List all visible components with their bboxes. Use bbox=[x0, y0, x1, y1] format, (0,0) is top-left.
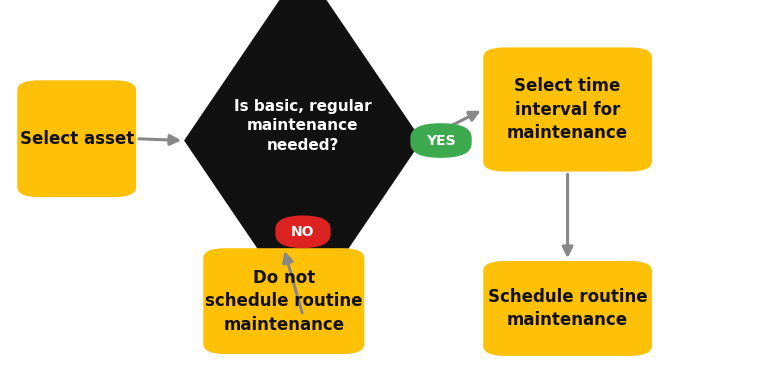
Text: YES: YES bbox=[426, 134, 456, 147]
Text: Do not
schedule routine
maintenance: Do not schedule routine maintenance bbox=[205, 269, 363, 334]
FancyBboxPatch shape bbox=[18, 80, 136, 197]
Text: Is basic, regular
maintenance
needed?: Is basic, regular maintenance needed? bbox=[234, 99, 372, 153]
FancyBboxPatch shape bbox=[483, 47, 652, 172]
Text: Select asset: Select asset bbox=[20, 130, 133, 148]
FancyBboxPatch shape bbox=[203, 248, 364, 354]
FancyBboxPatch shape bbox=[410, 123, 472, 158]
FancyBboxPatch shape bbox=[483, 261, 652, 356]
FancyBboxPatch shape bbox=[275, 215, 331, 248]
Text: NO: NO bbox=[291, 225, 314, 239]
Text: Select time
interval for
maintenance: Select time interval for maintenance bbox=[507, 77, 628, 142]
Text: Schedule routine
maintenance: Schedule routine maintenance bbox=[488, 288, 647, 329]
Polygon shape bbox=[184, 0, 422, 316]
